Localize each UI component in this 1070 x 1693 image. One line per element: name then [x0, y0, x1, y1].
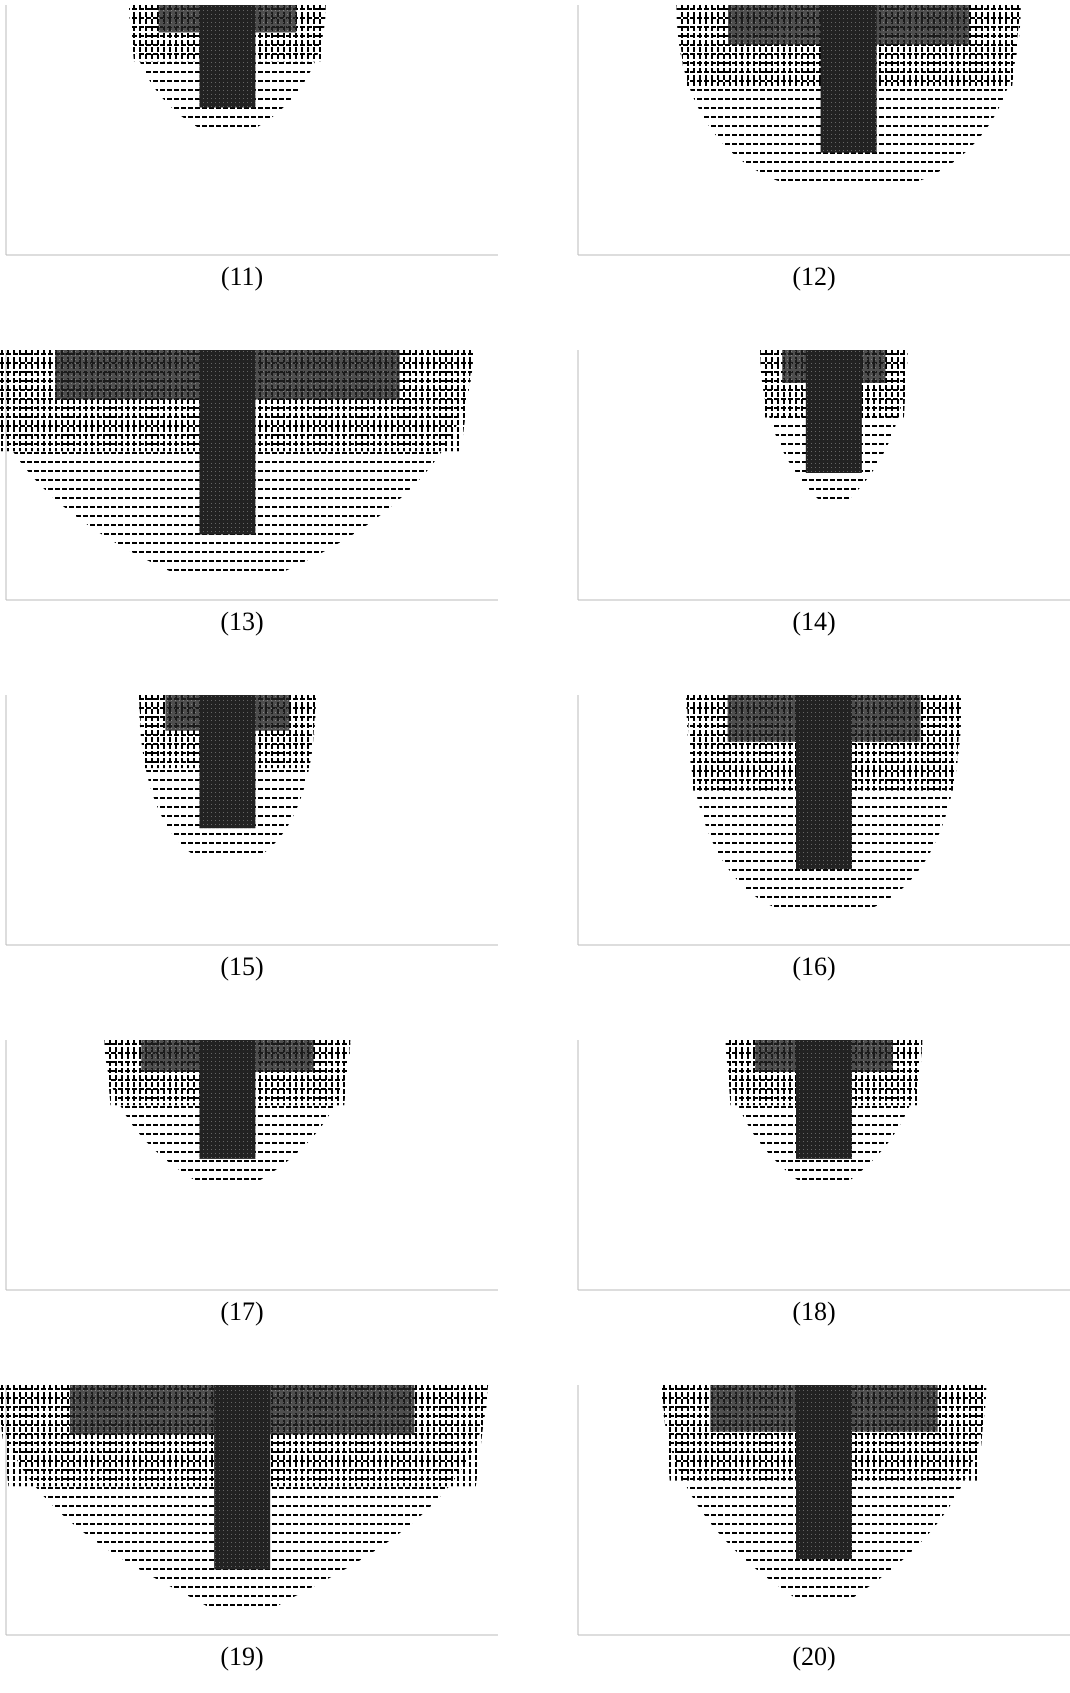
panel-label: (19) — [220, 1642, 263, 1671]
panel: (16) — [578, 695, 1070, 981]
vector-field-core — [214, 1385, 270, 1570]
panel-label: (14) — [792, 607, 835, 636]
page: (11) (12) (13) (14) (15) (16) (17) (18) (19) (20)… — [0, 0, 1070, 1688]
panel-label: (16) — [792, 952, 835, 981]
panel: (19) — [0, 1385, 498, 1671]
panel-label: (11) — [221, 262, 263, 291]
panel-label: (15) — [220, 952, 263, 981]
panel: (11) — [6, 5, 498, 291]
vector-field-core — [806, 350, 862, 473]
vector-field-core — [199, 1040, 255, 1159]
vector-field-core — [199, 695, 255, 828]
vector-field-core — [821, 5, 877, 153]
panel: (14) — [578, 350, 1070, 636]
panel: (12) — [578, 5, 1070, 291]
panel-label: (12) — [792, 262, 835, 291]
panel: (20) — [578, 1385, 1070, 1671]
panel-label: (20) — [792, 1642, 835, 1671]
vector-field-core — [199, 350, 255, 535]
vector-field-core — [796, 695, 852, 869]
panel-label: (13) — [220, 607, 263, 636]
panel-label: (18) — [792, 1297, 835, 1326]
vector-field-core — [199, 5, 255, 108]
vector-field-core — [796, 1040, 852, 1159]
panel: (13) — [0, 350, 498, 636]
panel: (18) — [578, 1040, 1070, 1326]
panel: (17) — [6, 1040, 498, 1326]
figure: (11) (12) (13) (14) (15) (16) (17) (18) (19) (20) — [0, 0, 1070, 1688]
panel-label: (17) — [220, 1297, 263, 1326]
vector-field-core — [796, 1385, 852, 1559]
panel: (15) — [6, 695, 498, 981]
